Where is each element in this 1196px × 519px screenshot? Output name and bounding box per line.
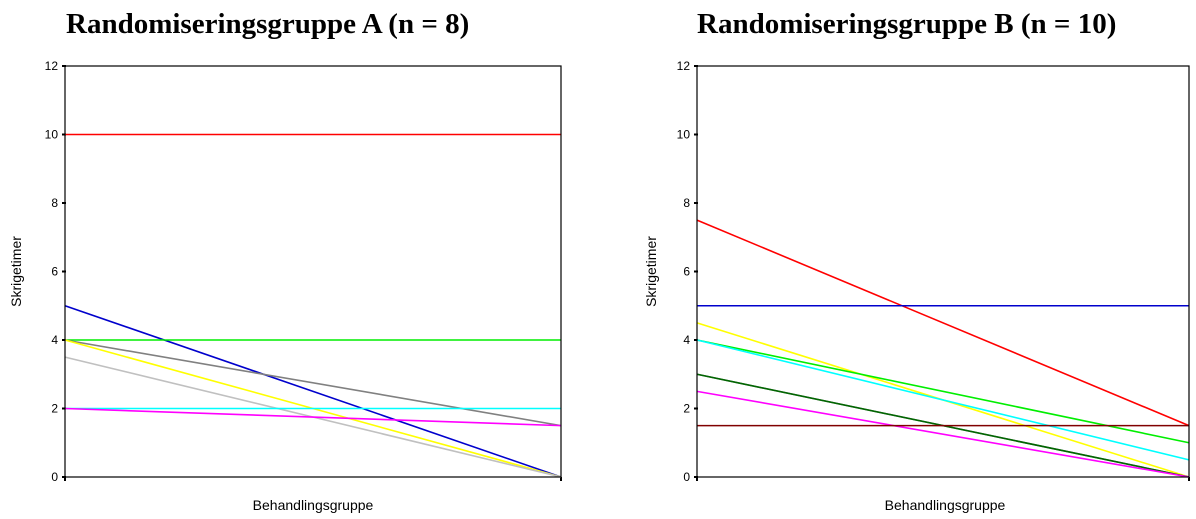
chart-b-ytick-label: 10	[677, 128, 691, 142]
chart-b-series-line	[696, 219, 1190, 427]
chart-b-plot: 0 2 4 6 8 10 12 Behandlingsgruppe Skrigetimer	[643, 59, 1190, 513]
chart-b-xlabel: Behandlingsgruppe	[885, 497, 1006, 513]
chart-b-ytick-label: 0	[683, 470, 690, 484]
chart-b-ytick-label: 8	[683, 196, 690, 210]
chart-a-ytick-label: 10	[45, 128, 59, 142]
chart-a-frame-border	[64, 65, 562, 478]
chart-a-ylabel: Skrigetimer	[8, 236, 24, 307]
chart-b-ytick-label: 6	[683, 265, 690, 279]
chart-b-ylabel: Skrigetimer	[643, 236, 659, 307]
chart-a-ytick-label: 8	[51, 196, 58, 210]
chart-b-ytick-label: 4	[683, 333, 690, 347]
chart-b-series-line	[696, 390, 1190, 478]
chart-b-ytick-label: 12	[677, 59, 691, 73]
chart-b-frame-border	[696, 65, 1190, 478]
chart-a-xlabel: Behandlingsgruppe	[253, 497, 374, 513]
chart-a-plot: 0 2 4 6 8 10 12 Behandlingsgruppe Skrigetimer	[8, 59, 562, 513]
chart-b-series-line	[696, 339, 1190, 461]
chart-a-ytick-label: 0	[51, 470, 58, 484]
chart-a-ytick-label: 6	[51, 265, 58, 279]
chart-a-ytick-label: 4	[51, 333, 58, 347]
chart-a-title: Randomiseringsgruppe A (n = 8)	[66, 8, 470, 40]
chart-b-ytick-label: 2	[683, 402, 690, 416]
chart-a-series-line	[64, 304, 562, 478]
chart-a-series-line	[64, 339, 562, 427]
chart-a-series-line	[64, 407, 562, 427]
chart-b-frame	[696, 65, 1190, 478]
chart-b-title: Randomiseringsgruppe B (n = 10)	[697, 8, 1117, 40]
chart-a-frame	[64, 65, 562, 478]
chart-a-ytick-label: 2	[51, 402, 58, 416]
chart-a-ytick-label: 12	[45, 59, 59, 73]
